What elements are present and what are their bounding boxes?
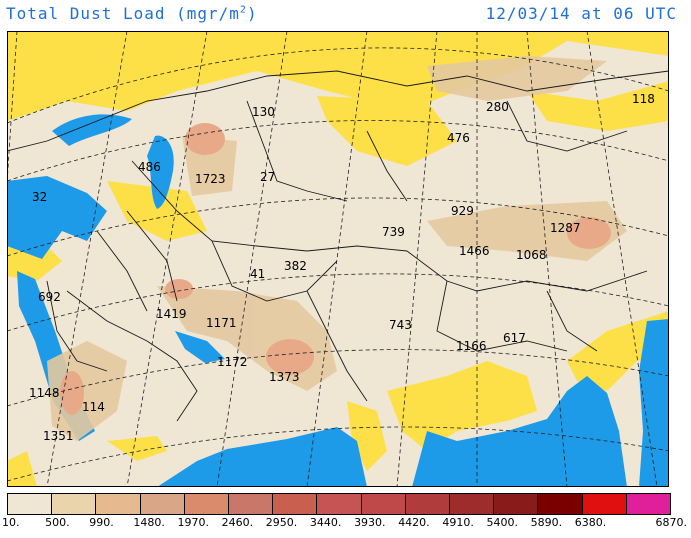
bay-of-bengal (412, 376, 627, 487)
timestamp: 12/03/14 at 06 UTC (485, 4, 677, 23)
legend-tick-label: 4910. (442, 516, 474, 529)
hotspot-1351 (60, 371, 84, 415)
legend-tick-label: 3440. (309, 516, 342, 529)
dust-value-label: 486 (138, 160, 161, 174)
sea-areas (7, 114, 669, 487)
legend-tick-label: 6870. (655, 516, 688, 529)
legend-swatch (405, 494, 451, 514)
map-frame (7, 31, 669, 487)
legend-swatch (317, 494, 362, 514)
legend-swatch (361, 494, 406, 514)
low-dust-central-asia (317, 96, 457, 166)
dust-value-label: 280 (486, 100, 509, 114)
legend-tick-label: 5400. (486, 516, 518, 529)
dust-value-label: 1068 (516, 248, 547, 262)
dust-value-label: 1351 (43, 429, 74, 443)
color-legend (7, 493, 671, 515)
legend-tick-label: 2950. (265, 516, 298, 529)
low-dust-east-africa (7, 451, 37, 487)
dust-value-label: 739 (382, 225, 405, 239)
legend-tick-label: 10. (2, 516, 20, 529)
dust-value-label: 1171 (206, 316, 237, 330)
dust-value-label: 32 (32, 190, 47, 204)
dust-value-label: 1166 (456, 339, 487, 353)
legend-tick-label: 990. (89, 516, 114, 529)
dust-value-label: 929 (451, 204, 474, 218)
dust-value-label: 692 (38, 290, 61, 304)
legend-swatch (229, 494, 274, 514)
low-dust-turkey (107, 181, 207, 241)
low-dust-india-west (347, 401, 387, 471)
dust-value-label: 1287 (550, 221, 581, 235)
legend-tick-label: 5890. (530, 516, 563, 529)
legend-swatch (626, 494, 671, 514)
legend-swatch (538, 494, 583, 514)
legend-swatch (140, 494, 185, 514)
dust-value-label: 382 (284, 259, 307, 273)
legend-tick-label: 3930. (354, 516, 386, 529)
legend-swatch (96, 494, 141, 514)
dust-value-label: 1419 (156, 307, 187, 321)
legend-tick-label: 6380. (574, 516, 607, 529)
low-dust-northeast (527, 81, 669, 131)
persian-gulf (175, 331, 225, 363)
dust-value-label: 41 (250, 267, 265, 281)
legend-swatch (450, 494, 495, 514)
legend-swatch (582, 494, 627, 514)
legend-swatch (184, 494, 230, 514)
dust-value-label: 1373 (269, 370, 300, 384)
arabian-sea (157, 427, 367, 487)
dust-value-label: 1466 (459, 244, 490, 258)
dust-value-label: 1723 (195, 172, 226, 186)
plume-north (427, 56, 607, 101)
legend-swatch (273, 494, 318, 514)
hotspot-1723 (185, 123, 225, 155)
legend-tick-label: 2460. (221, 516, 254, 529)
dust-value-label: 1148 (29, 386, 60, 400)
dust-hotspots (60, 123, 611, 415)
dust-map: 130 280 118 486 476 1723 27 32 929 1287 739 1466 106… (7, 31, 669, 487)
black-sea (52, 114, 132, 146)
plume-arabia (47, 341, 127, 441)
mediterranean (7, 176, 107, 259)
hotspot-1287 (567, 217, 611, 249)
country-borders (7, 70, 669, 422)
dust-value-label: 130 (252, 105, 275, 119)
legend-tick-label: 1970. (177, 516, 210, 529)
hotspot-1419 (165, 279, 193, 299)
hotspot-1373 (266, 339, 314, 375)
dust-value-label: 476 (447, 131, 470, 145)
legend-ticks: 10. 500. 990. 1480. 1970. 2460. 2950. 3440. 3930… (0, 516, 691, 532)
dust-value-label: 27 (260, 170, 275, 184)
dust-value-label: 118 (632, 92, 655, 106)
south-china-sea (639, 319, 669, 487)
legend-swatch (494, 494, 539, 514)
dust-value-label: 1172 (217, 355, 248, 369)
legend-swatch (52, 494, 97, 514)
low-dust-india-east (387, 361, 537, 451)
dust-value-label: 114 (82, 400, 105, 414)
title-superscript: 2 (239, 4, 247, 16)
legend-swatch (8, 494, 53, 514)
legend-tick-label: 500. (45, 516, 70, 529)
caspian-sea (147, 135, 174, 209)
value-labels: 130 280 118 486 476 1723 27 32 929 1287 739 1466 106… (29, 92, 655, 443)
low-dust-arabia-south (107, 436, 167, 461)
low-dust-north (7, 31, 669, 121)
legend-tick-label: 4420. (398, 516, 430, 529)
legend-tick-label: 1480. (133, 516, 165, 529)
title-text: Total Dust Load (mgr/m (6, 4, 240, 23)
dust-value-label: 617 (503, 331, 526, 345)
title-suffix: ) (246, 4, 258, 23)
dust-value-label: 743 (389, 318, 412, 332)
map-title: Total Dust Load (mgr/m2) (6, 4, 258, 23)
low-dust-southeast-asia (567, 311, 669, 391)
